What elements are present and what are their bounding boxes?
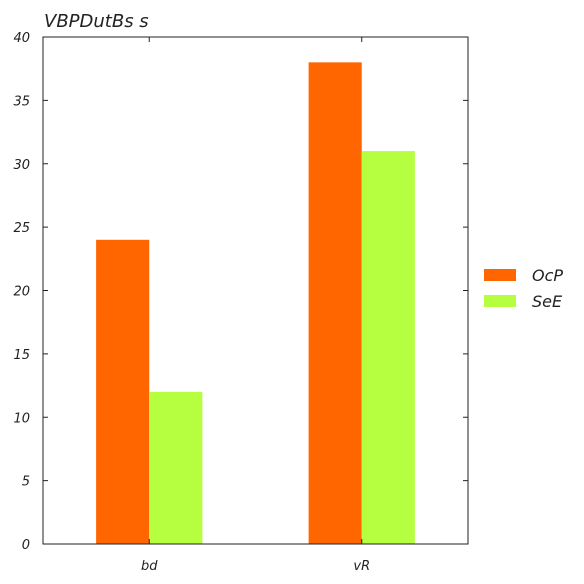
legend: OcP SeE: [484, 266, 563, 311]
bar-OcP-bd: [96, 239, 150, 545]
y-tick-label: 10: [13, 411, 30, 426]
bar-SeE-vR: [361, 151, 415, 544]
y-tick-label: 40: [13, 31, 30, 46]
bar-OcP-vR: [308, 62, 362, 544]
legend-swatch: [484, 295, 516, 307]
legend-label: OcP: [532, 266, 563, 285]
legend-label: SeE: [532, 292, 563, 311]
x-tick-label: bd: [141, 559, 158, 574]
y-tick-label: 35: [13, 94, 30, 109]
bars-layer: [96, 62, 415, 545]
legend-swatch: [484, 269, 516, 281]
x-axis: bd vR: [141, 37, 370, 574]
bar-SeE-bd: [149, 391, 203, 544]
y-tick-label: 5: [22, 475, 30, 490]
chart-title: VBPDutBs s: [44, 11, 149, 32]
y-tick-label: 20: [13, 285, 30, 300]
y-tick-label: 30: [13, 158, 30, 173]
y-tick-label: 15: [13, 348, 30, 363]
y-axis: 0 5 10 15 20 25 30 35 40: [13, 31, 468, 553]
y-tick-label: 0: [22, 538, 30, 553]
y-tick-label: 25: [13, 221, 30, 236]
x-tick-label: vR: [353, 559, 370, 574]
